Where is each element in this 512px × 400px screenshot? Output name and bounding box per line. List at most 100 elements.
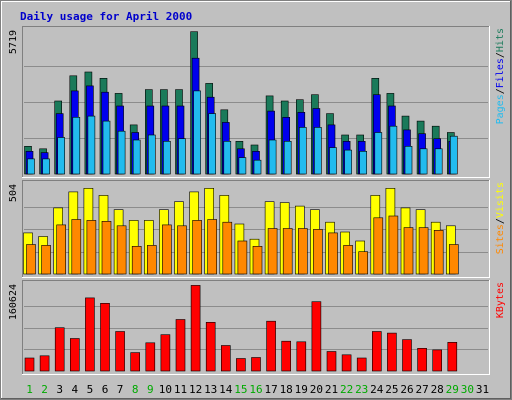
bar-kbytes-day-12 — [190, 285, 201, 372]
bar-pages-day-26 — [404, 146, 413, 175]
x-tick-label-day-16: 16 — [249, 383, 262, 396]
bar-pages-day-5 — [87, 115, 96, 175]
x-tick-label-day-21: 21 — [325, 383, 338, 396]
bar-sites-day-29 — [448, 244, 459, 275]
bar-sites-day-24 — [373, 217, 384, 275]
bar-sites-day-13 — [207, 219, 217, 275]
bar-sites-day-6 — [101, 221, 112, 275]
bar-kbytes-day-9 — [145, 342, 156, 372]
bar-kbytes-day-23 — [356, 357, 367, 372]
x-tick-label-day-18: 18 — [280, 383, 293, 396]
x-tick-label-day-25: 25 — [385, 383, 398, 396]
bar-sites-day-9 — [147, 245, 157, 275]
bar-pages-day-23 — [359, 151, 368, 175]
bar-pages-day-19 — [298, 127, 307, 175]
x-tick-label-day-17: 17 — [264, 383, 277, 396]
bar-pages-day-9 — [148, 134, 156, 175]
bar-kbytes-day-2 — [39, 355, 50, 372]
bar-pages-day-1 — [27, 158, 35, 175]
chart-title: Daily usage for April 2000 — [20, 10, 192, 23]
bar-pages-day-13 — [208, 113, 216, 175]
series-kbytes — [24, 285, 458, 372]
panel-max-label: 504 — [8, 184, 19, 202]
bar-kbytes-day-17 — [266, 320, 276, 372]
bar-pages-day-15 — [238, 157, 247, 175]
series-sites — [26, 215, 459, 275]
bar-kbytes-day-26 — [402, 339, 412, 372]
bar-pages-day-8 — [132, 139, 141, 175]
bar-sites-day-19 — [297, 228, 308, 275]
bar-sites-day-7 — [116, 225, 127, 275]
legend-visits: Visits — [495, 182, 506, 218]
panel-legend: Sites/Visits — [495, 182, 506, 254]
bar-kbytes-day-14 — [221, 345, 231, 372]
bar-kbytes-day-6 — [100, 302, 110, 372]
x-tick-label-day-1: 1 — [26, 383, 33, 396]
bar-kbytes-day-29 — [447, 341, 458, 372]
x-tick-label-day-8: 8 — [132, 383, 139, 396]
panel-legend: KBytes — [495, 282, 506, 318]
bar-pages-day-22 — [344, 149, 352, 175]
bar-kbytes-day-13 — [205, 321, 216, 372]
bar-sites-day-1 — [26, 244, 36, 275]
x-tick-label-day-6: 6 — [102, 383, 109, 396]
bar-sites-day-20 — [313, 229, 323, 275]
x-tick-label-day-11: 11 — [174, 383, 187, 396]
bar-sites-day-11 — [177, 225, 187, 275]
bar-kbytes-day-25 — [387, 332, 397, 372]
x-tick-label-day-15: 15 — [234, 383, 247, 396]
bar-sites-day-26 — [403, 227, 414, 275]
legend-sites: Sites — [495, 224, 506, 254]
series-pages — [27, 90, 458, 175]
bar-sites-day-23 — [358, 251, 369, 275]
x-tick-label-day-7: 7 — [117, 383, 124, 396]
bar-sites-day-4 — [71, 219, 82, 275]
legend-separator: / — [495, 88, 506, 94]
legend-hits: Hits — [495, 28, 506, 52]
legend-separator: / — [495, 218, 506, 224]
bar-pages-day-12 — [193, 90, 201, 175]
bar-sites-day-25 — [388, 215, 399, 275]
x-tick-label-day-9: 9 — [147, 383, 154, 396]
x-tick-label-day-2: 2 — [41, 383, 48, 396]
bar-pages-day-11 — [178, 138, 186, 175]
x-tick-label-day-23: 23 — [355, 383, 368, 396]
bar-pages-day-14 — [223, 141, 232, 175]
x-tick-label-day-22: 22 — [340, 383, 353, 396]
panel-max-label: 160624 — [8, 284, 19, 320]
bar-kbytes-day-22 — [341, 354, 352, 372]
bar-pages-day-27 — [419, 148, 428, 175]
x-tick-label-day-12: 12 — [189, 383, 202, 396]
x-tick-label-day-31: 31 — [476, 383, 489, 396]
bar-sites-day-15 — [237, 240, 248, 275]
bar-sites-day-27 — [418, 227, 429, 275]
x-tick-label-day-29: 29 — [446, 383, 459, 396]
x-tick-label-day-4: 4 — [71, 383, 78, 396]
bar-kbytes-day-3 — [54, 327, 65, 372]
bar-sites-day-5 — [86, 220, 97, 275]
x-tick-label-day-19: 19 — [295, 383, 308, 396]
bar-sites-day-2 — [41, 245, 51, 275]
bar-kbytes-day-16 — [251, 357, 261, 372]
x-tick-label-day-13: 13 — [204, 383, 217, 396]
bar-kbytes-day-5 — [85, 297, 95, 372]
bar-sites-day-16 — [252, 246, 263, 275]
bar-sites-day-10 — [162, 224, 172, 275]
bar-kbytes-day-8 — [130, 352, 140, 372]
legend-kbytes: KBytes — [495, 282, 506, 318]
x-tick-label-day-26: 26 — [400, 383, 413, 396]
legend-separator: / — [495, 52, 506, 58]
x-tick-label-day-14: 14 — [219, 383, 233, 396]
bar-sites-day-21 — [328, 232, 338, 275]
bar-kbytes-day-21 — [326, 351, 337, 372]
bar-sites-day-14 — [222, 221, 233, 275]
bar-kbytes-day-1 — [24, 357, 35, 372]
bar-sites-day-17 — [267, 228, 278, 275]
legend-files: Files — [495, 58, 506, 88]
bar-kbytes-day-7 — [115, 331, 125, 372]
bar-kbytes-day-11 — [175, 319, 186, 372]
bar-kbytes-day-19 — [296, 341, 307, 372]
x-tick-label-day-20: 20 — [310, 383, 323, 396]
